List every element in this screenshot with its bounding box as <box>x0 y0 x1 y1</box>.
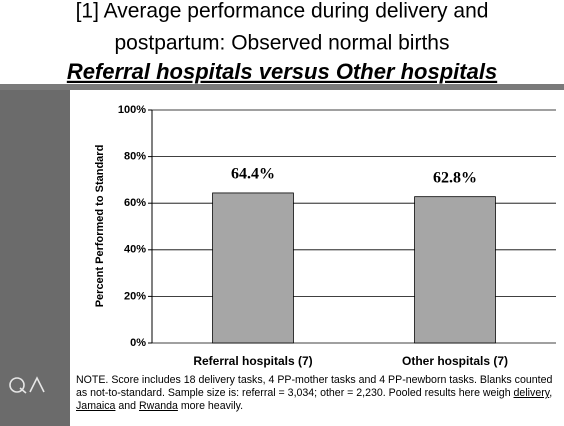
data-label: 62.8% <box>433 169 477 186</box>
title-line: postpartum: Observed normal births <box>115 32 450 55</box>
note-text: more heavily. <box>177 400 244 412</box>
y-tick-label: 60% <box>124 197 146 209</box>
side-strip <box>0 90 70 426</box>
title-area <box>0 0 564 84</box>
title-line: [1] Average performance during delivery … <box>76 0 489 23</box>
bar <box>414 196 496 344</box>
bar <box>212 192 294 344</box>
logo <box>9 376 45 394</box>
note-text: NOTE. Score includes 18 delivery tasks, … <box>76 374 553 399</box>
y-tick-label: 80% <box>124 151 146 163</box>
note-text: Jamaica <box>76 400 116 412</box>
y-axis-label: Percent Performed to Standard <box>94 145 106 308</box>
y-tick-label: 40% <box>124 244 146 256</box>
x-tick-label: Other hospitals (7) <box>402 354 508 368</box>
subtitle: Referral hospitals versus Other hospital… <box>67 59 497 84</box>
y-tick-label: 20% <box>124 290 146 302</box>
x-tick-label: Referral hospitals (7) <box>193 354 312 368</box>
y-tick-label: 0% <box>130 337 146 349</box>
y-tick-label: 100% <box>118 104 146 116</box>
data-label: 64.4% <box>231 166 275 183</box>
note-text: delivery <box>513 387 550 399</box>
note-text: and <box>115 400 140 412</box>
note-text: , <box>549 387 553 399</box>
note: NOTE. Score includes 18 delivery tasks, … <box>76 374 562 413</box>
divider <box>0 84 564 90</box>
note-text: Rwanda <box>139 400 178 412</box>
